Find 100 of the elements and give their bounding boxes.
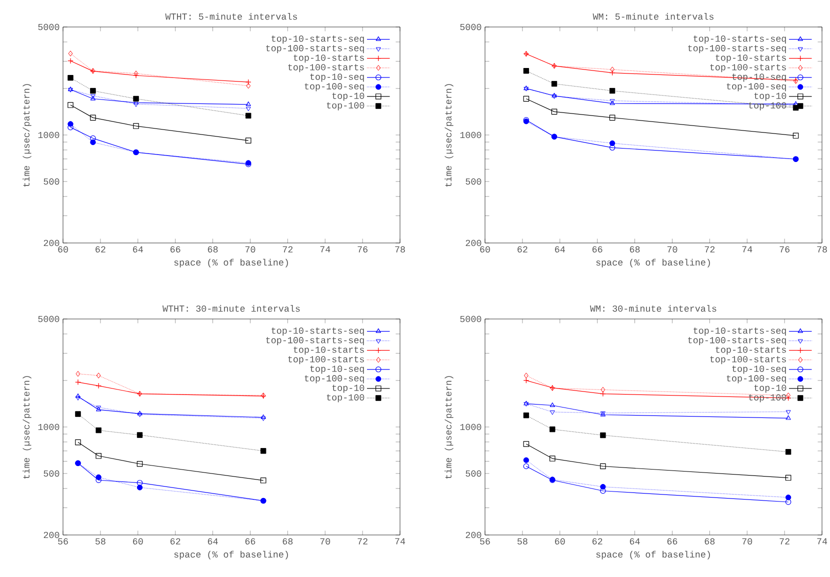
x-tick-label: 60 — [58, 246, 68, 252]
legend-label: top-10 — [754, 92, 786, 101]
y-tick-label: 5000 — [460, 24, 482, 30]
point — [136, 480, 143, 486]
point — [133, 123, 139, 129]
point — [90, 88, 96, 94]
legend-label: top-10-starts-seq — [272, 36, 364, 44]
x-tick-label: 64 — [208, 538, 218, 544]
y-axis-title: time (µsec/pattern) — [22, 376, 32, 479]
x-tick-label: 58 — [518, 538, 528, 544]
legend-label: top-100-starts — [710, 64, 786, 72]
legend-label: top-100 — [748, 102, 786, 110]
x-tick-label: 56 — [480, 538, 490, 544]
point — [68, 74, 74, 81]
point — [523, 68, 530, 74]
x-tick-label: 56 — [58, 538, 68, 544]
y-tick-label: 200 — [44, 532, 60, 538]
legend-label: top-10-starts — [294, 54, 364, 63]
point — [609, 70, 616, 76]
y-axis-title: time (µsec/pattern) — [444, 84, 454, 187]
x-tick-label: 74 — [320, 246, 330, 252]
point — [137, 412, 142, 418]
legend-label: top-10-starts — [294, 346, 364, 355]
point — [260, 416, 266, 422]
point — [136, 432, 143, 438]
point — [550, 456, 556, 462]
point — [245, 138, 252, 144]
y-axis-title: time (µsec/pattern) — [444, 376, 454, 479]
y-tick-label: 1000 — [38, 424, 60, 430]
x-tick-label: 66 — [592, 246, 602, 252]
legend-label: top-100-starts-seq — [266, 45, 364, 54]
point — [134, 102, 139, 107]
y-tick-label: 500 — [44, 470, 60, 477]
x-tick-label: 68 — [630, 246, 640, 252]
point — [133, 96, 139, 102]
point — [136, 484, 143, 490]
legend-label: top-10 — [754, 384, 786, 393]
point — [134, 70, 138, 76]
chart-title: WM: 5-minute intervals — [592, 12, 714, 20]
x-axis-title: space (% of baseline) — [174, 258, 288, 268]
x-tick-label: 60 — [133, 538, 143, 544]
chart-title: WTHT: 30-minute intervals — [162, 304, 300, 312]
point — [68, 58, 74, 64]
point — [75, 411, 81, 417]
point — [75, 396, 80, 400]
x-tick-label: 70 — [245, 246, 256, 252]
legend-label: top-100-seq — [304, 83, 364, 92]
x-tick-label: 66 — [245, 538, 256, 544]
point — [260, 448, 266, 454]
x-tick-label: 66 — [170, 246, 180, 252]
y-tick-label: 5000 — [460, 316, 482, 322]
point — [792, 132, 799, 139]
point — [609, 114, 616, 121]
legend-label: top-100 — [326, 102, 364, 110]
x-tick-label: 72 — [282, 246, 293, 252]
point — [551, 108, 558, 115]
point — [133, 72, 139, 78]
point — [246, 106, 251, 112]
x-tick-label: 72 — [358, 538, 368, 544]
point — [610, 66, 615, 72]
point — [246, 112, 252, 119]
point — [96, 427, 102, 434]
point — [68, 121, 74, 127]
legend-label: top-100-starts-seq — [688, 337, 786, 346]
x-tick-label: 60 — [480, 246, 490, 252]
point — [246, 102, 251, 106]
y-tick-label: 200 — [44, 240, 60, 246]
point — [523, 457, 530, 463]
y-tick-label: 200 — [466, 532, 482, 538]
legend-label: top-10-starts-seq — [694, 36, 786, 44]
point — [550, 410, 555, 415]
point — [552, 92, 557, 98]
x-tick-label: 62 — [96, 246, 106, 252]
x-tick-label: 74 — [742, 246, 752, 252]
x-axis-title: space (% of baseline) — [174, 550, 288, 560]
point — [96, 382, 102, 389]
legend-label: top-10 — [332, 384, 364, 393]
point — [550, 426, 556, 432]
point — [136, 460, 143, 467]
x-tick-label: 78 — [817, 246, 827, 252]
legend-label: top-10-starts — [716, 346, 786, 355]
x-tick-label: 70 — [320, 538, 330, 544]
point — [68, 102, 74, 108]
legend-label: top-100-seq — [726, 83, 786, 92]
x-tick-label: 64 — [133, 246, 143, 252]
legend-label: top-10-starts-seq — [694, 327, 786, 336]
point — [90, 139, 96, 146]
legend-label: top-10-seq — [732, 366, 786, 374]
point — [75, 439, 81, 446]
x-tick-label: 76 — [358, 246, 368, 252]
x-axis-title: space (% of baseline) — [596, 258, 710, 268]
point — [551, 80, 558, 87]
x-tick-label: 78 — [395, 246, 405, 252]
x-tick-label: 66 — [667, 538, 678, 544]
point — [68, 50, 73, 56]
point — [75, 394, 81, 398]
x-tick-label: 62 — [518, 246, 528, 252]
legend-label: top-10-starts — [716, 54, 786, 63]
point — [550, 402, 555, 407]
x-tick-label: 68 — [282, 538, 293, 544]
